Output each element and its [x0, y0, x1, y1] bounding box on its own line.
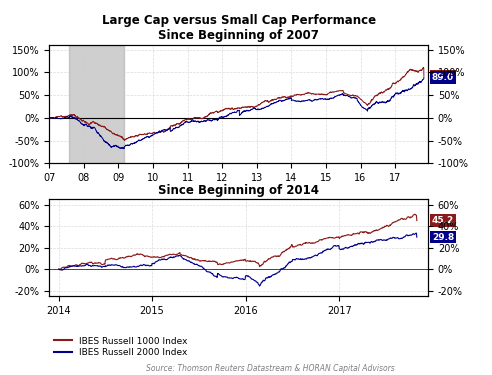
- Title: Since Beginning of 2014: Since Beginning of 2014: [158, 184, 319, 197]
- Text: 91.6: 91.6: [432, 72, 454, 81]
- Legend: IBES Russell 1000 Index, IBES Russell 2000 Index: IBES Russell 1000 Index, IBES Russell 20…: [54, 336, 187, 357]
- Title: Large Cap versus Small Cap Performance
Since Beginning of 2007: Large Cap versus Small Cap Performance S…: [101, 15, 376, 42]
- Text: 29.8: 29.8: [432, 232, 454, 242]
- Text: 45.2: 45.2: [432, 216, 454, 225]
- Bar: [69, 45, 124, 164]
- Text: Source: Thomson Reuters Datastream & HORAN Capital Advisors: Source: Thomson Reuters Datastream & HOR…: [146, 364, 395, 373]
- Text: 89.0: 89.0: [432, 73, 454, 82]
